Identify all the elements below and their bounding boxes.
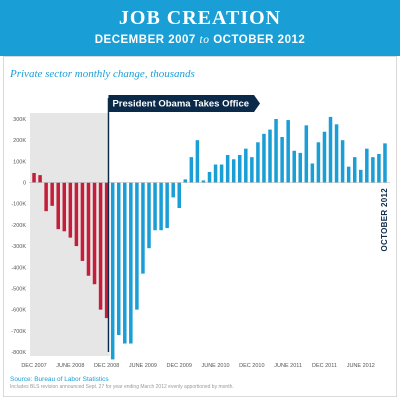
bar-2011-12 [322, 131, 327, 183]
y-axis-title: Private sector monthly change, thousands [10, 68, 195, 80]
bar-2008-09 [86, 182, 91, 276]
y-tick-label: -200K [11, 223, 26, 229]
bar-2008-11 [98, 182, 103, 310]
x-tick-label: DEC 2010 [239, 363, 264, 369]
bar-2011-11 [316, 142, 321, 183]
bar-2008-06 [68, 182, 73, 238]
bar-2008-07 [74, 182, 79, 247]
bar-2012-09 [377, 153, 381, 183]
bar-2012-10 [383, 143, 387, 183]
x-tick-label: DEC 2009 [167, 363, 192, 369]
subtitle-end: OCTOBER 2012 [213, 34, 306, 46]
y-tick-label: 200K [13, 138, 26, 144]
bar-2011-08 [298, 152, 303, 183]
bar-2010-02 [189, 157, 194, 183]
bar-2010-08 [225, 155, 230, 183]
bar-2011-03 [268, 129, 272, 183]
y-tick-label: -300K [11, 244, 26, 250]
bar-2012-07 [365, 148, 369, 183]
bar-2008-03 [50, 182, 54, 206]
bar-2011-06 [286, 120, 290, 183]
bar-2009-04 [129, 182, 133, 344]
x-tick-label: JUNE 2010 [201, 363, 229, 369]
bar-2009-07 [147, 182, 151, 249]
inauguration-banner [108, 95, 261, 112]
y-tick-label: -800K [11, 350, 26, 356]
bar-2009-11 [171, 182, 175, 198]
bar-2010-01 [183, 179, 188, 183]
bar-2008-10 [92, 182, 97, 285]
bar-2009-06 [141, 182, 145, 274]
bar-2011-10 [310, 163, 315, 183]
bar-2010-06 [213, 164, 218, 183]
bar-2007-12 [32, 173, 36, 183]
bar-2011-07 [292, 150, 296, 183]
bar-2010-11 [244, 148, 248, 183]
bar-2009-03 [123, 182, 127, 344]
subtitle-start: DECEMBER 2007 [94, 34, 196, 46]
bar-2009-01 [110, 182, 115, 360]
y-tick-label: 300K [13, 117, 26, 123]
y-tick-label: -700K [11, 329, 26, 335]
bar-2012-05 [352, 157, 357, 183]
y-tick-label: -400K [11, 265, 26, 271]
bar-2010-10 [238, 155, 242, 183]
bar-2008-01 [38, 175, 42, 183]
chart-subtitle: DECEMBER 2007 to OCTOBER 2012 [0, 34, 400, 46]
x-tick-label: DEC 2008 [94, 363, 119, 369]
bar-2009-10 [165, 182, 169, 229]
bar-2011-04 [274, 119, 278, 183]
x-tick-label: JUNE 2009 [129, 363, 157, 369]
subtitle-connector: to [199, 34, 210, 46]
bar-2012-04 [346, 166, 351, 183]
x-tick-label: JUNE 2008 [56, 363, 84, 369]
bar-2010-07 [219, 164, 224, 183]
inauguration-banner-label: President Obama Takes Office [112, 99, 249, 110]
bar-2010-12 [250, 157, 254, 183]
bar-2009-12 [177, 182, 181, 208]
bar-2009-05 [135, 182, 139, 310]
bar-2010-05 [207, 171, 212, 183]
y-tick-label: 0 [23, 181, 26, 187]
x-tick-label: JUNE 2011 [274, 363, 302, 369]
bar-2008-08 [80, 182, 85, 261]
footnote: Includes BLS revision announced Sept. 27… [10, 384, 234, 390]
x-tick-label: JUNE 2012 [347, 363, 375, 369]
bar-2008-05 [62, 182, 67, 232]
bar-2012-02 [334, 124, 339, 183]
bar-2009-02 [116, 182, 121, 336]
bar-2012-01 [328, 116, 333, 183]
bar-2009-08 [153, 182, 157, 231]
y-tick-label: 100K [13, 159, 26, 165]
bar-2012-03 [340, 140, 345, 183]
bar-2011-02 [262, 133, 266, 183]
y-tick-label: -100K [11, 202, 26, 208]
chart-title: JOB CREATION [118, 7, 282, 29]
end-period-label: OCTOBER 2012 [380, 188, 389, 252]
bar-2010-04 [201, 180, 206, 183]
bar-2012-06 [359, 169, 363, 183]
bar-2010-03 [195, 140, 200, 183]
y-tick-label: -600K [11, 308, 26, 314]
bar-2011-01 [256, 142, 260, 183]
y-tick-label: -500K [11, 286, 26, 292]
bar-2011-05 [280, 137, 284, 183]
bar-2008-02 [44, 182, 48, 212]
bar-2011-09 [304, 125, 309, 183]
bar-2008-12 [104, 182, 109, 319]
bar-2012-08 [371, 157, 375, 183]
x-tick-label: DEC 2007 [21, 363, 46, 369]
bar-2008-04 [56, 182, 60, 230]
bar-2010-09 [231, 159, 236, 183]
header-banner: JOB CREATION DECEMBER 2007 to OCTOBER 20… [0, 0, 400, 56]
bar-2009-09 [159, 182, 163, 231]
source-note: Source: Bureau of Labor Statistics [10, 376, 109, 383]
x-tick-label: DEC 2011 [312, 363, 337, 369]
